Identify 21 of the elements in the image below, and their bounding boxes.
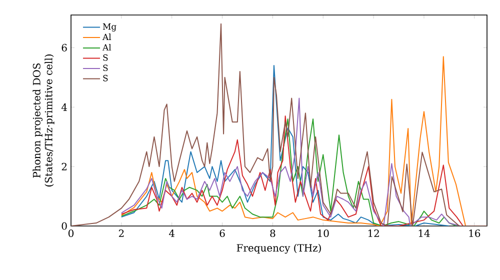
legend-label: Al [102, 44, 112, 50]
y-tick-label: 0 [62, 222, 67, 230]
legend-label: Mg [102, 23, 116, 32]
legend-label: S [103, 64, 108, 72]
x-tick-label: 8 [270, 230, 276, 238]
legend-label: S [103, 74, 108, 82]
x-tick-label: 16 [469, 230, 480, 238]
x-tick-label: 10 [318, 230, 329, 238]
x-tick-label: 2 [118, 230, 124, 237]
y-axis-title: Phonon projected DOS (States/THz·primitive cell) [32, 54, 54, 186]
legend-label: S [103, 54, 108, 61]
x-axis-title: Frequency (THz) [236, 244, 321, 254]
x-tick-label: 0 [68, 230, 74, 238]
y-tick-label: 6 [62, 44, 67, 52]
x-tick-label: 14 [418, 230, 430, 237]
y-tick-label: 2 [62, 162, 67, 170]
x-tick-label: 6 [220, 230, 225, 238]
y-tick-label: 4 [61, 103, 67, 111]
x-tick-label: 12 [368, 230, 379, 237]
legend-label: Al [102, 34, 112, 40]
x-tick-label: 4 [168, 230, 175, 237]
